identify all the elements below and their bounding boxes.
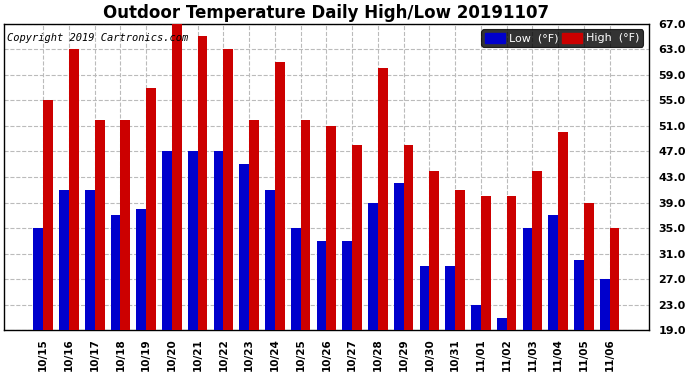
- Bar: [162, 152, 172, 375]
- Bar: [455, 190, 465, 375]
- Bar: [558, 132, 568, 375]
- Bar: [420, 267, 429, 375]
- Bar: [584, 202, 593, 375]
- Bar: [172, 24, 181, 375]
- Bar: [265, 190, 275, 375]
- Bar: [609, 228, 620, 375]
- Bar: [317, 241, 326, 375]
- Bar: [506, 196, 516, 375]
- Bar: [85, 190, 95, 375]
- Bar: [429, 171, 439, 375]
- Bar: [378, 68, 388, 375]
- Bar: [497, 318, 506, 375]
- Bar: [522, 228, 532, 375]
- Bar: [275, 62, 285, 375]
- Bar: [239, 164, 249, 375]
- Bar: [549, 215, 558, 375]
- Bar: [445, 267, 455, 375]
- Bar: [574, 260, 584, 375]
- Bar: [600, 279, 609, 375]
- Bar: [301, 120, 310, 375]
- Bar: [481, 196, 491, 375]
- Bar: [33, 228, 43, 375]
- Bar: [121, 120, 130, 375]
- Bar: [224, 49, 233, 375]
- Bar: [110, 215, 121, 375]
- Bar: [198, 36, 208, 375]
- Bar: [146, 88, 156, 375]
- Bar: [214, 152, 224, 375]
- Bar: [69, 49, 79, 375]
- Bar: [471, 305, 481, 375]
- Bar: [368, 202, 378, 375]
- Bar: [291, 228, 301, 375]
- Bar: [326, 126, 336, 375]
- Text: Copyright 2019 Cartronics.com: Copyright 2019 Cartronics.com: [8, 33, 188, 43]
- Bar: [352, 145, 362, 375]
- Bar: [59, 190, 69, 375]
- Bar: [394, 183, 404, 375]
- Bar: [95, 120, 104, 375]
- Legend: Low  (°F), High  (°F): Low (°F), High (°F): [482, 29, 643, 47]
- Bar: [532, 171, 542, 375]
- Bar: [188, 152, 198, 375]
- Title: Outdoor Temperature Daily High/Low 20191107: Outdoor Temperature Daily High/Low 20191…: [104, 4, 549, 22]
- Bar: [43, 100, 53, 375]
- Bar: [249, 120, 259, 375]
- Bar: [137, 209, 146, 375]
- Bar: [342, 241, 352, 375]
- Bar: [404, 145, 413, 375]
